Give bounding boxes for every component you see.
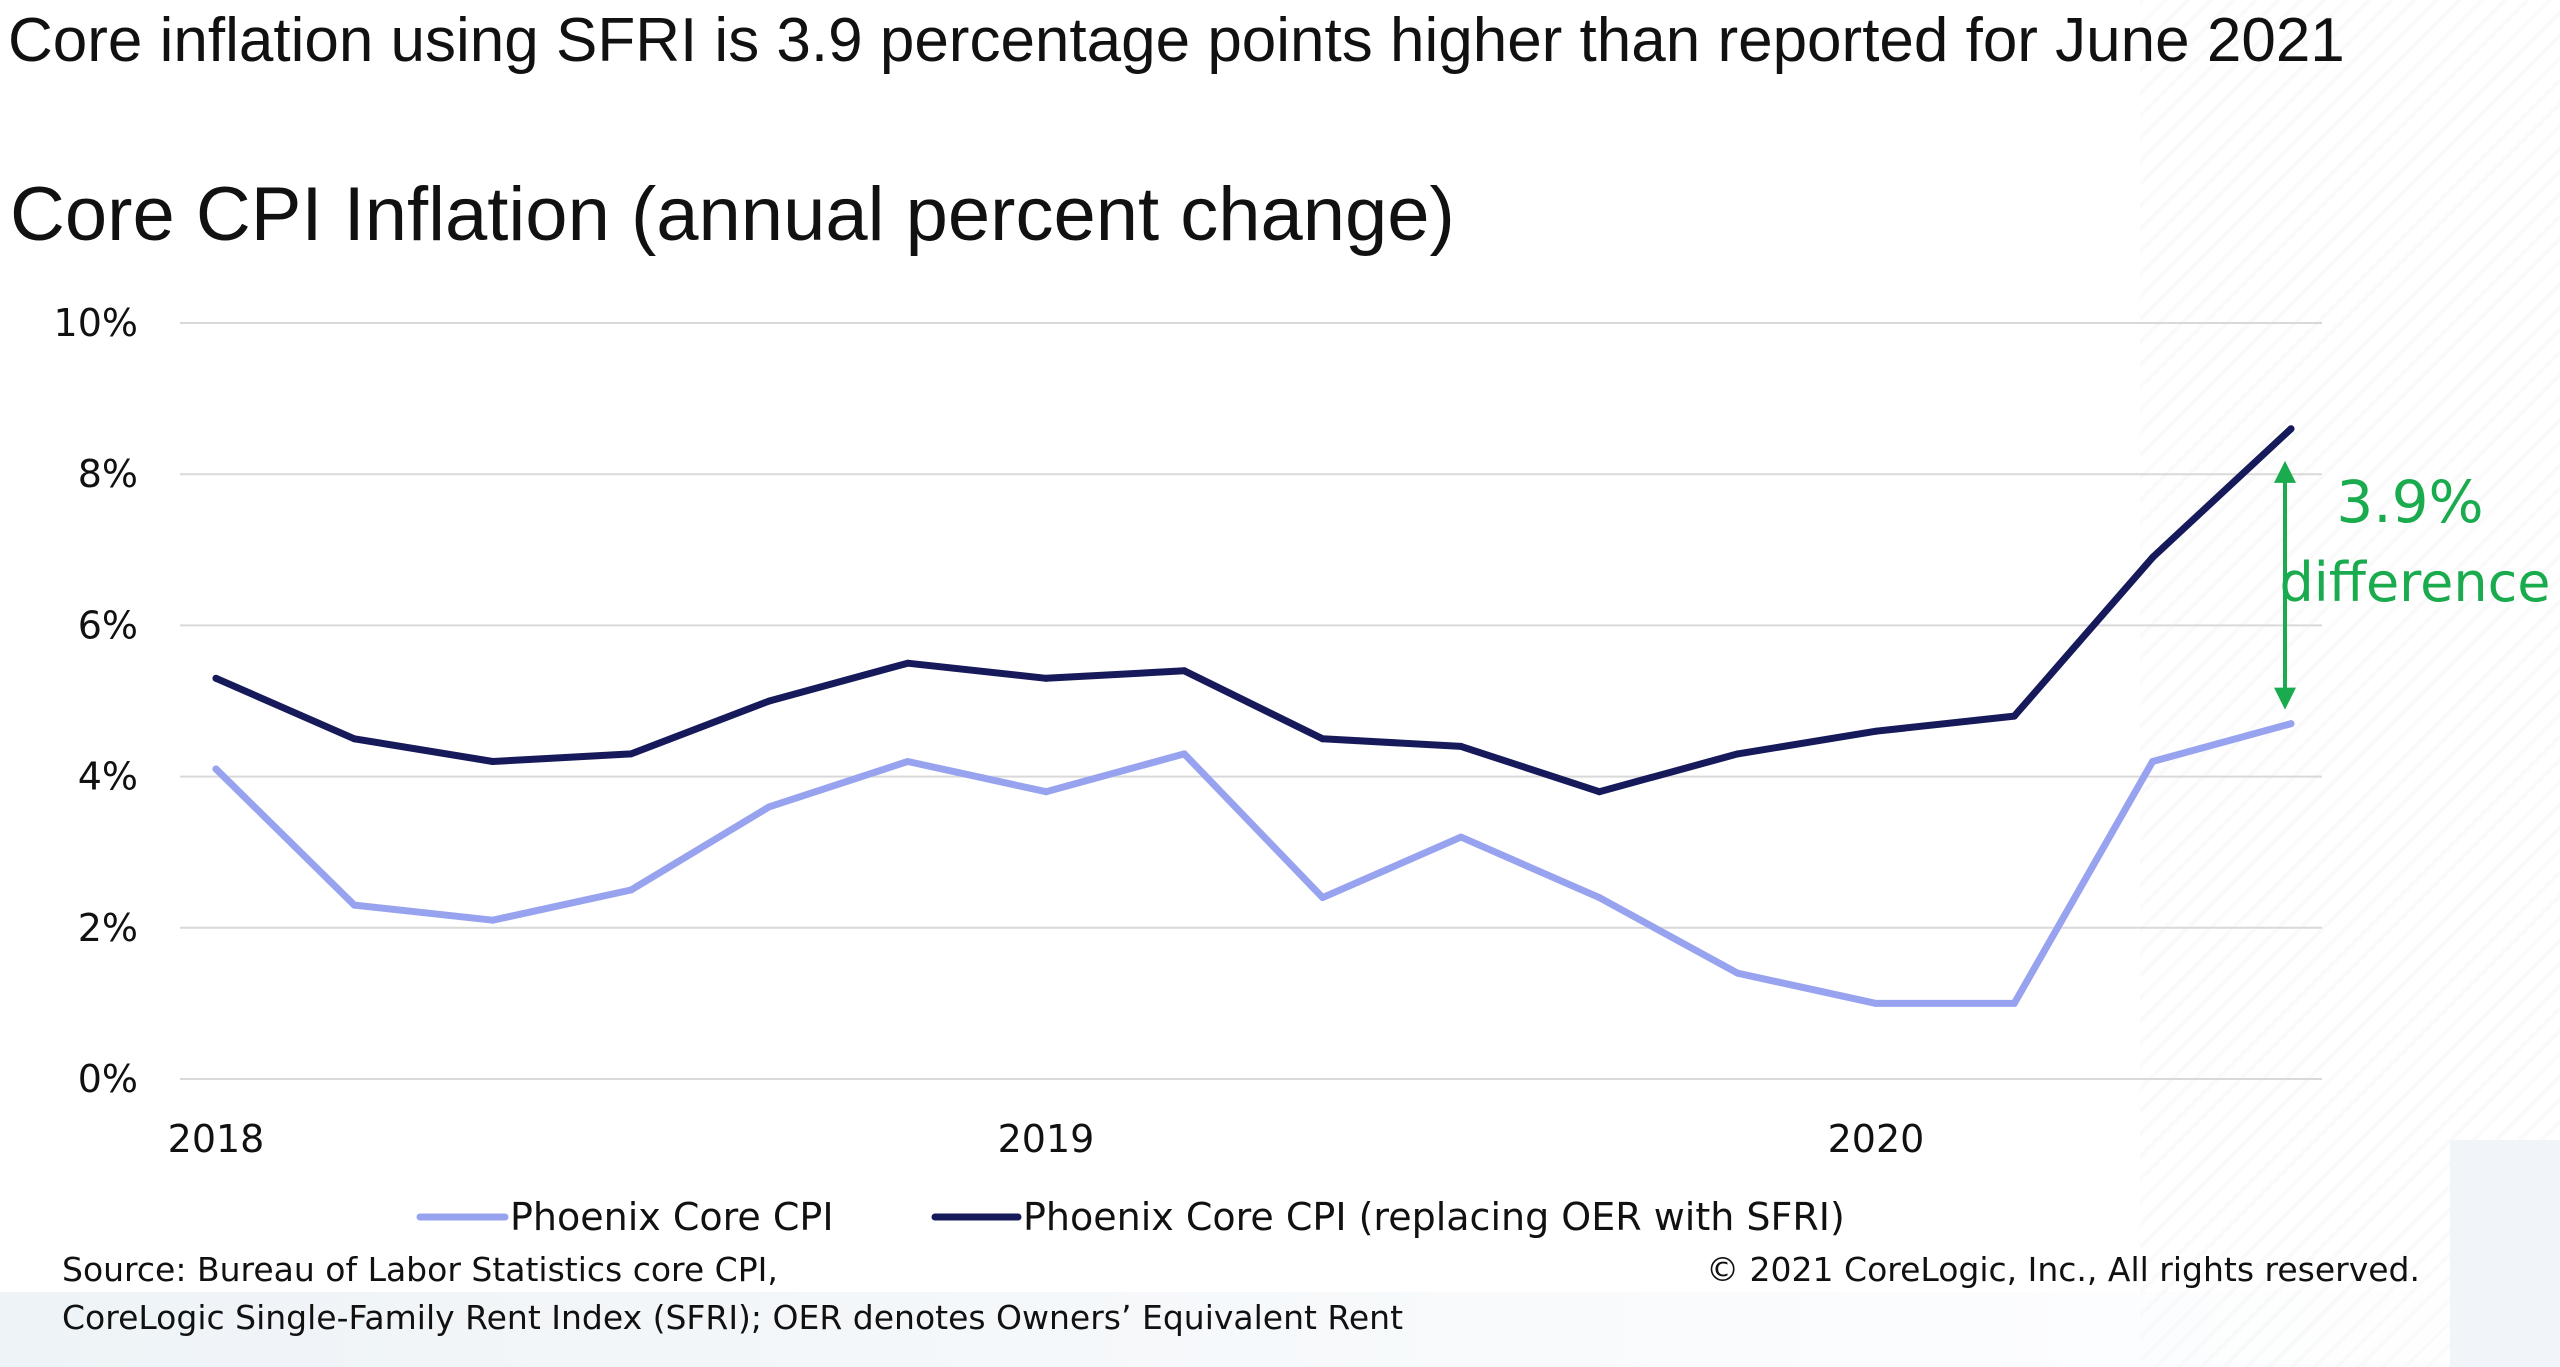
difference-annotation: 3.9% difference (2274, 460, 2551, 710)
data-point (627, 886, 635, 894)
data-point (1457, 742, 1465, 750)
line-chart: 0% 2% 4% 6% 8% 10% 2018 2019 2020 3.9% differenc… (54, 301, 2551, 1239)
data-point (212, 765, 220, 773)
data-point (350, 901, 358, 909)
data-point (2287, 720, 2295, 728)
data-point (1457, 833, 1465, 841)
data-point (765, 803, 773, 811)
data-point (2149, 553, 2157, 561)
y-axis-ticks: 0% 2% 4% 6% 8% 10% (54, 301, 138, 1101)
y-tick-label: 6% (78, 603, 138, 647)
series-lines (212, 425, 2295, 1007)
difference-value-label: 3.9% (2336, 468, 2483, 536)
data-point (1042, 788, 1050, 796)
data-point (1734, 750, 1742, 758)
source-line-2: CoreLogic Single-Family Rent Index (SFRI… (62, 1298, 1404, 1337)
y-tick-label: 0% (78, 1057, 138, 1101)
data-point (489, 757, 497, 765)
data-point (1180, 667, 1188, 675)
data-point (489, 916, 497, 924)
footer-band (0, 1292, 2560, 1367)
gridlines (180, 322, 2322, 1080)
difference-text-label: difference (2279, 551, 2550, 614)
y-tick-label: 10% (54, 301, 138, 345)
data-point (1319, 894, 1327, 902)
data-point (212, 674, 220, 682)
y-tick-label: 8% (78, 452, 138, 496)
data-point (765, 697, 773, 705)
source-note: Source: Bureau of Labor Statistics core … (62, 1246, 1403, 1342)
data-point (350, 735, 358, 743)
y-tick-label: 4% (78, 755, 138, 799)
legend-label: Phoenix Core CPI (replacing OER with SFR… (1023, 1195, 1845, 1239)
data-point (904, 757, 912, 765)
x-tick-label: 2020 (1828, 1117, 1925, 1161)
data-point (2149, 757, 2157, 765)
x-axis-ticks: 2018 2019 2020 (168, 1117, 1925, 1161)
data-point (627, 750, 635, 758)
data-point (1180, 750, 1188, 758)
legend-label: Phoenix Core CPI (510, 1195, 834, 1239)
data-point (2010, 999, 2018, 1007)
series-line-2 (212, 425, 2295, 796)
data-point (1595, 788, 1603, 796)
y-tick-label: 2% (78, 906, 138, 950)
x-tick-label: 2019 (998, 1117, 1095, 1161)
data-point (1595, 894, 1603, 902)
series-line-1 (212, 720, 2295, 1007)
data-point (1319, 735, 1327, 743)
data-point (1872, 727, 1880, 735)
chart-title: Core CPI Inflation (annual percent chang… (10, 172, 1455, 257)
headline: Core inflation using SFRI is 3.9 percent… (8, 6, 2345, 75)
data-point (1042, 674, 1050, 682)
copyright: © 2021 CoreLogic, Inc., All rights reser… (1706, 1250, 2420, 1289)
data-point (2287, 425, 2295, 433)
arrow-up-icon (2274, 460, 2296, 483)
x-tick-label: 2018 (168, 1117, 265, 1161)
arrow-down-icon (2274, 687, 2296, 710)
data-point (2010, 712, 2018, 720)
data-point (1872, 999, 1880, 1007)
source-line-1: Source: Bureau of Labor Statistics core … (62, 1250, 778, 1289)
data-point (904, 659, 912, 667)
data-point (1734, 969, 1742, 977)
legend: Phoenix Core CPI Phoenix Core CPI (replac… (416, 1195, 1845, 1239)
